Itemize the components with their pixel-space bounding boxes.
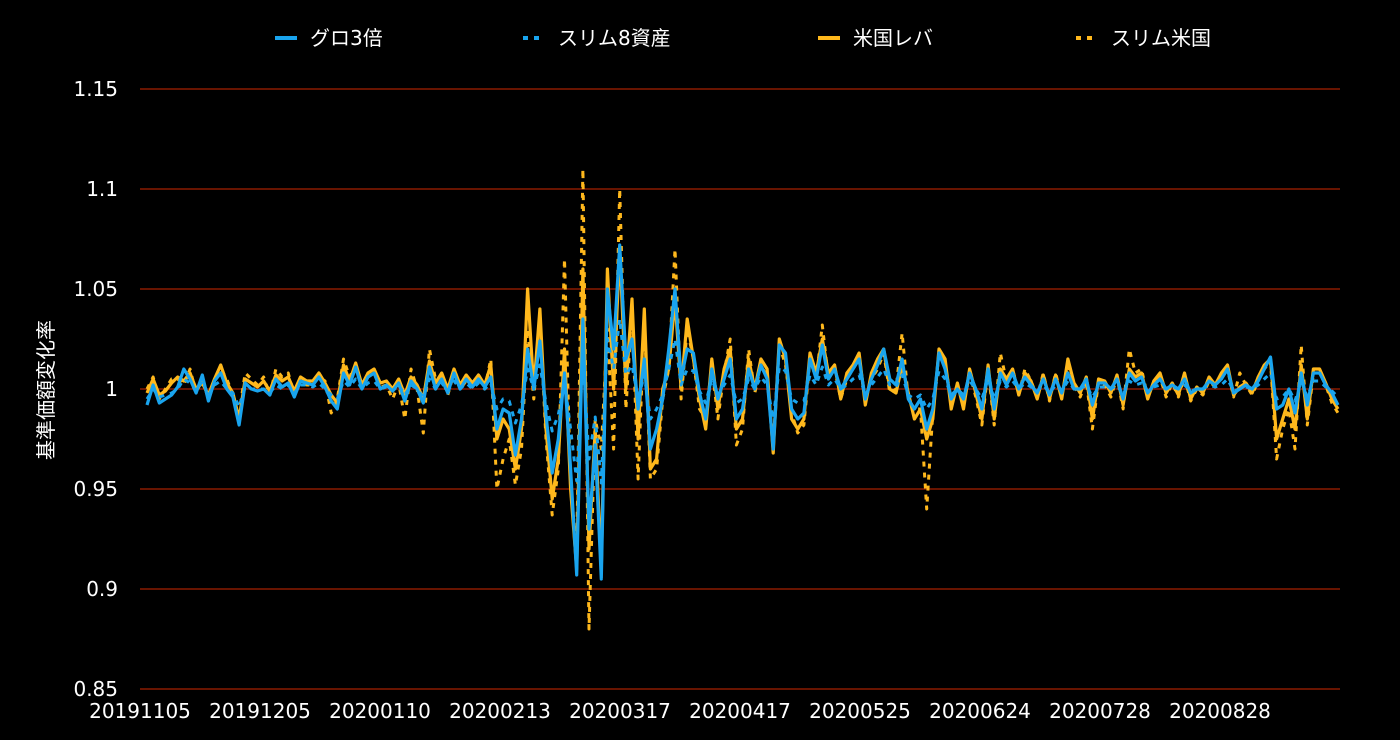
y-tick-label: 0.9 [86, 577, 118, 601]
x-tick-label: 20200317 [569, 699, 671, 723]
series-line-2 [145, 247, 1340, 571]
x-tick-label: 20191105 [89, 699, 191, 723]
x-axis-ticks: 20191105 20191205 20200110 20200213 20200317… [89, 699, 1271, 723]
series-line-1 [145, 317, 1340, 485]
x-tick-label: 20191205 [209, 699, 311, 723]
series-line-0 [145, 243, 1340, 581]
y-axis-label: 基準価額変化率 [34, 320, 58, 460]
legend-label: グロ3倍 [310, 26, 383, 50]
x-tick-label: 20200110 [329, 699, 431, 723]
y-tick-label: 1.15 [73, 77, 118, 101]
y-tick-label: 1.05 [73, 277, 118, 301]
x-tick-label: 20200828 [1169, 699, 1271, 723]
legend-label: スリム8資産 [558, 26, 671, 50]
y-tick-label: 1.1 [86, 177, 118, 201]
x-tick-label: 20200417 [689, 699, 791, 723]
y-axis-ticks: 0.85 0.9 0.95 1 1.05 1.1 1.15 [73, 77, 118, 701]
x-tick-label: 20200624 [929, 699, 1031, 723]
x-tick-label: 20200525 [809, 699, 911, 723]
x-tick-label: 20200213 [449, 699, 551, 723]
y-tick-label: 0.95 [73, 477, 118, 501]
series-lines [145, 167, 1340, 631]
legend: グロ3倍 スリム8資産 米国レバ スリム米国 [275, 26, 1211, 50]
legend-label: 米国レバ [853, 26, 933, 50]
y-tick-label: 0.85 [73, 677, 118, 701]
legend-label: スリム米国 [1111, 26, 1211, 50]
y-tick-label: 1 [105, 377, 118, 401]
series-line-3 [145, 167, 1340, 631]
x-tick-label: 20200728 [1049, 699, 1151, 723]
